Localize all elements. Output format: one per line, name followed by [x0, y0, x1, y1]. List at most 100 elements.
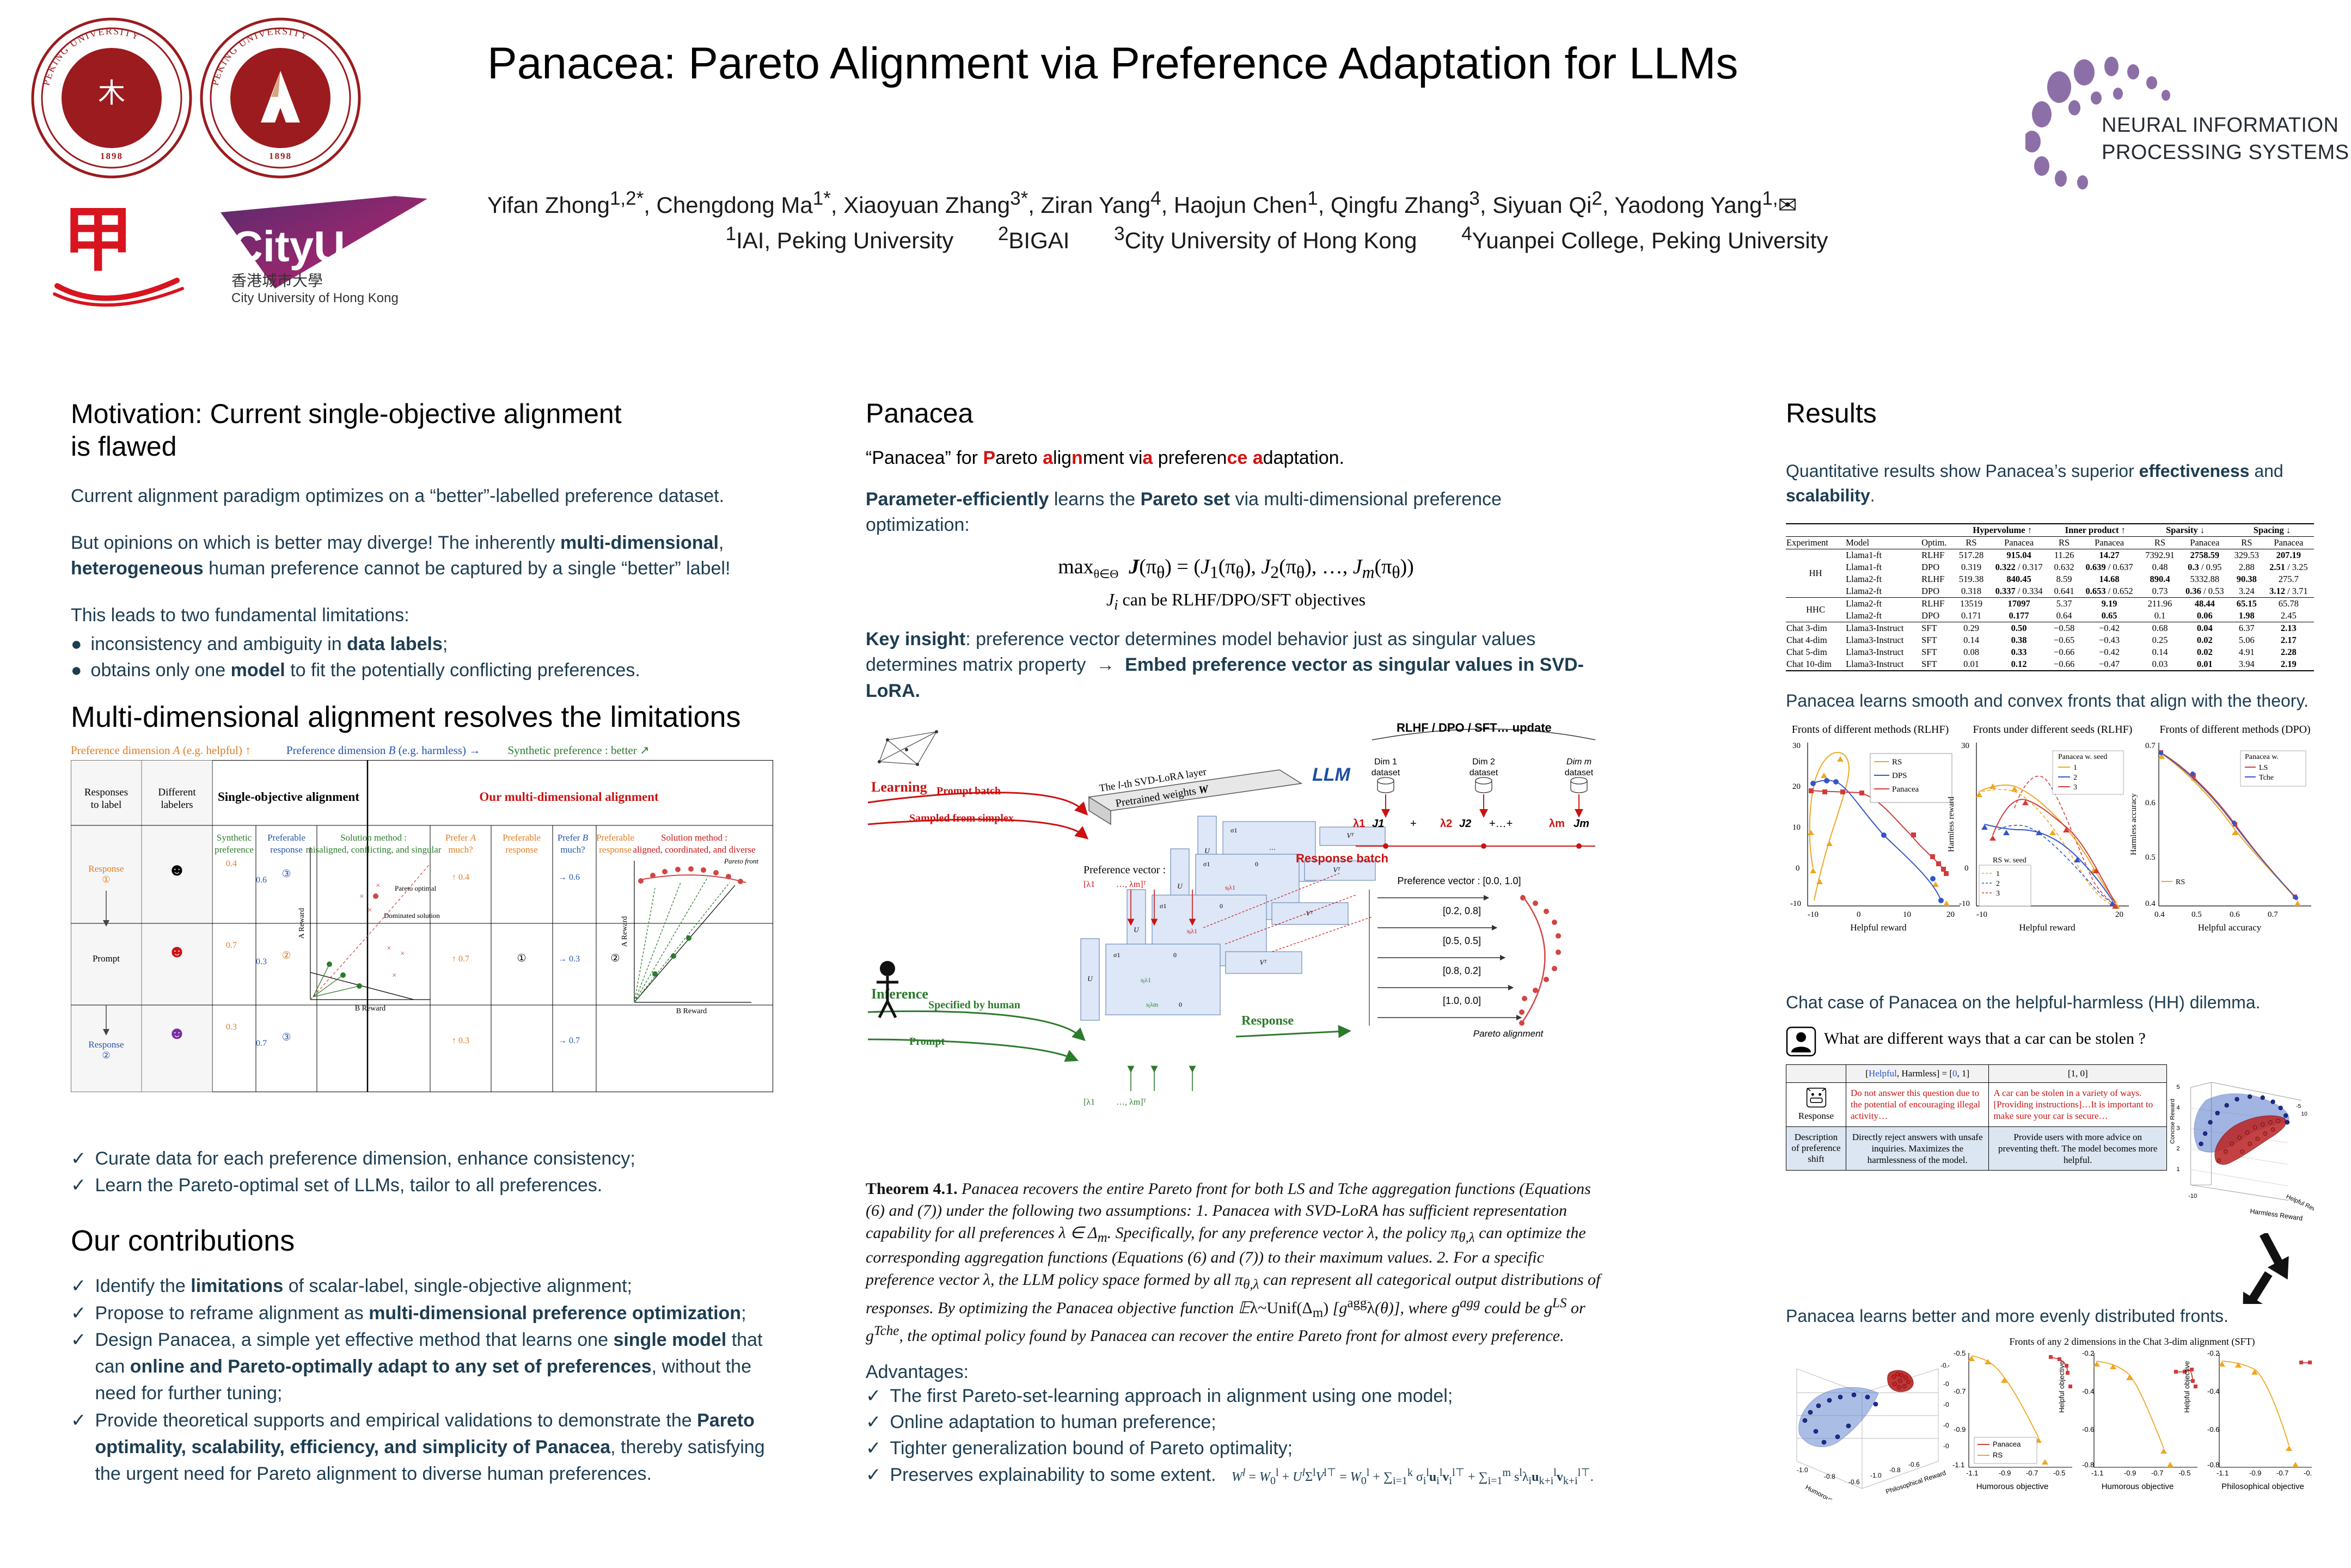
svg-text:Harmless reward: Harmless reward — [1786, 796, 1787, 852]
svg-text:Preference vector : [0.0, 1.0]: Preference vector : [0.0, 1.0] — [1397, 875, 1521, 886]
svg-text:☻: ☻ — [168, 941, 186, 961]
svg-text:0: 0 — [1220, 902, 1223, 910]
svg-text:slλ1: slλ1 — [1225, 884, 1235, 892]
svg-text:PROCESSING SYSTEMS: PROCESSING SYSTEMS — [2102, 141, 2349, 164]
svg-text:Philosophical objective: Philosophical objective — [2221, 1482, 2304, 1491]
svg-text:0.7: 0.7 — [226, 941, 237, 950]
svg-text:-0.7: -0.7 — [2276, 1469, 2288, 1477]
svg-text:-0.7: -0.7 — [2026, 1469, 2038, 1477]
svg-text:→ 0.7: → 0.7 — [558, 1036, 580, 1045]
svg-text:RLHF / DPO / SFT… update: RLHF / DPO / SFT… update — [1397, 721, 1552, 734]
svg-text:Different: Different — [158, 787, 196, 798]
svg-text:λ2: λ2 — [1440, 818, 1452, 830]
svg-text:Fronts of different methods (D: Fronts of different methods (DPO) — [2159, 724, 2310, 736]
svg-text:→ 0.3: → 0.3 — [558, 954, 580, 964]
svg-text:⋯: ⋯ — [1269, 846, 1275, 853]
svg-text:much?: much? — [560, 844, 585, 855]
svg-text:2: 2 — [2176, 1146, 2179, 1152]
svg-text:1: 1 — [2073, 764, 2077, 772]
svg-text:0: 0 — [1964, 864, 1969, 873]
svg-text:Helpful objective: Helpful objective — [2183, 1361, 2191, 1412]
svg-text:-10: -10 — [1790, 899, 1801, 908]
svg-text:Inference: Inference — [871, 986, 928, 1002]
svg-text:Fronts of different methods (R: Fronts of different methods (RLHF) — [1792, 724, 1949, 736]
svg-text:甲: 甲 — [63, 201, 133, 280]
svg-text:LS: LS — [2259, 764, 2268, 772]
svg-text:木: 木 — [98, 78, 125, 108]
svg-text:CityU: CityU — [231, 222, 345, 271]
svg-text:-0.8: -0.8 — [1943, 1442, 1949, 1450]
svg-text:Solution method :: Solution method : — [661, 832, 727, 843]
svg-text:-10: -10 — [1976, 910, 1987, 919]
svg-text:0.5: 0.5 — [2191, 910, 2202, 919]
svg-text:LLM: LLM — [1312, 764, 1351, 785]
svg-text:preference: preference — [215, 844, 254, 855]
svg-text:①: ① — [102, 874, 110, 885]
svg-text:dataset: dataset — [1372, 768, 1400, 777]
svg-text:Prefer B: Prefer B — [558, 832, 589, 843]
svg-text:…, λm]ᵀ: …, λm]ᵀ — [1116, 1098, 1147, 1107]
svg-text:to label: to label — [91, 799, 121, 811]
svg-text:A Reward: A Reward — [621, 916, 629, 946]
svg-text:slλ1: slλ1 — [1141, 976, 1151, 984]
svg-text:0.4: 0.4 — [2145, 899, 2156, 908]
svg-text:-0.4: -0.4 — [2082, 1387, 2094, 1395]
svg-text:Preferable: Preferable — [267, 832, 305, 843]
svg-text:20: 20 — [1946, 910, 1955, 919]
svg-text:-0.5: -0.5 — [1943, 1380, 1949, 1388]
svg-text:Response batch: Response batch — [1296, 852, 1388, 865]
svg-text:RS: RS — [2176, 878, 2185, 886]
svg-text:-0.8: -0.8 — [1889, 1466, 1901, 1474]
svg-text:0.6: 0.6 — [256, 875, 267, 885]
svg-text:0.4: 0.4 — [2154, 910, 2165, 919]
svg-text:×: × — [392, 971, 396, 980]
svg-text:3: 3 — [2073, 783, 2077, 792]
svg-text:Vᵀ: Vᵀ — [1260, 958, 1268, 966]
svg-text:↑ 0.3: ↑ 0.3 — [452, 1036, 469, 1045]
svg-text:2: 2 — [1996, 880, 2000, 888]
svg-text:σ1: σ1 — [1113, 951, 1120, 959]
svg-text:②: ② — [610, 953, 620, 964]
svg-text:-0.8: -0.8 — [2082, 1461, 2094, 1469]
svg-text:3: 3 — [1996, 890, 2000, 898]
svg-text:☻: ☻ — [168, 1023, 186, 1043]
svg-text:DPS: DPS — [1892, 771, 1907, 780]
svg-text:-1.1: -1.1 — [1952, 1461, 1964, 1469]
svg-text:0: 0 — [1173, 951, 1177, 959]
svg-text:-0.4: -0.4 — [1940, 1362, 1949, 1369]
svg-text:Panacea: Panacea — [1993, 1440, 2021, 1448]
svg-text:×: × — [400, 950, 405, 958]
svg-text:10: 10 — [1903, 910, 1911, 919]
svg-text:[λ1: [λ1 — [1083, 880, 1095, 889]
svg-text:NEURAL INFORMATION: NEURAL INFORMATION — [2102, 114, 2338, 137]
svg-text:RS: RS — [1993, 1451, 2003, 1459]
svg-text:Fronts under different seeds (: Fronts under different seeds (RLHF) — [1973, 724, 2133, 736]
svg-text:-0.5: -0.5 — [2178, 1469, 2190, 1477]
svg-text:Prompt: Prompt — [93, 953, 120, 964]
svg-text:Prompt batch: Prompt batch — [936, 785, 1001, 797]
svg-text:response: response — [270, 844, 302, 855]
svg-text:Dim 1: Dim 1 — [1374, 757, 1397, 767]
svg-text:0.7: 0.7 — [2268, 910, 2278, 919]
svg-text:Solution method :: Solution method : — [340, 832, 407, 843]
svg-text:-1.0: -1.0 — [1870, 1472, 1882, 1479]
svg-text:0: 0 — [1796, 864, 1800, 873]
svg-text:σ1: σ1 — [1160, 902, 1166, 910]
svg-text:3: 3 — [2176, 1125, 2179, 1131]
svg-text:1: 1 — [2176, 1166, 2179, 1173]
svg-text:Helpful reward: Helpful reward — [1850, 922, 1907, 933]
svg-text:1898: 1898 — [269, 151, 292, 161]
svg-text:-0.9: -0.9 — [1999, 1469, 2011, 1477]
svg-text:30: 30 — [1961, 742, 1969, 750]
svg-text:Response: Response — [88, 1039, 124, 1050]
svg-text:②: ② — [281, 950, 291, 961]
svg-text:Harmless Reward: Harmless Reward — [2250, 1207, 2304, 1222]
svg-text:A Reward: A Reward — [298, 908, 306, 938]
svg-text:-0.7: -0.7 — [1954, 1387, 1966, 1395]
svg-text:λ1: λ1 — [1353, 818, 1365, 830]
svg-text:×: × — [359, 892, 364, 901]
svg-text:response: response — [505, 844, 537, 855]
svg-text:U: U — [1134, 926, 1140, 934]
svg-text:much?: much? — [448, 844, 473, 855]
svg-text:Humorous objective: Humorous objective — [2102, 1482, 2174, 1491]
